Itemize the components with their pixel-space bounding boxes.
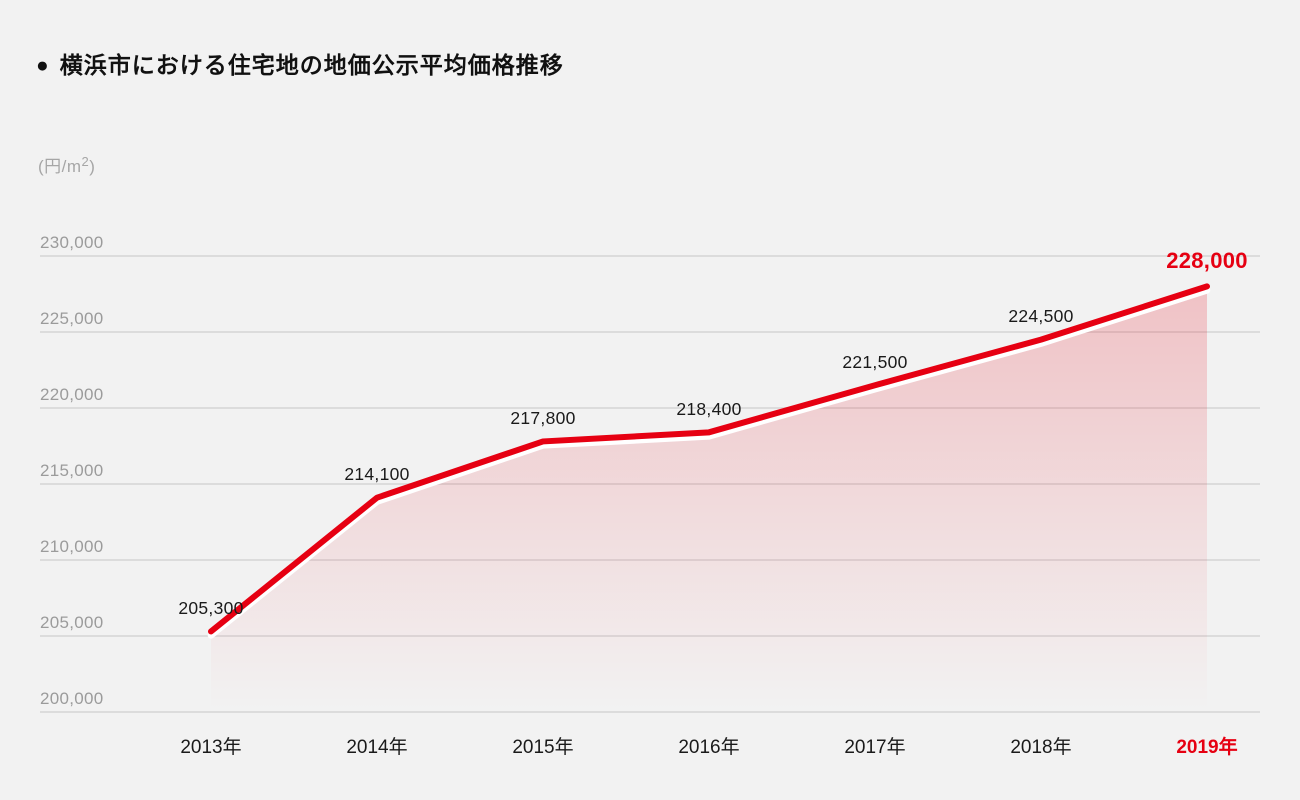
unit-prefix: (円/m bbox=[38, 157, 82, 176]
unit-superscript: 2 bbox=[81, 154, 90, 169]
data-point-value-label: 214,100 bbox=[344, 464, 410, 485]
y-axis-tick-label: 210,000 bbox=[40, 537, 104, 556]
x-axis-tick-label: 2018年 bbox=[1010, 737, 1072, 758]
x-axis-tick-label: 2015年 bbox=[512, 737, 574, 758]
y-axis-tick-label: 230,000 bbox=[40, 233, 104, 252]
data-point-value-label: 217,800 bbox=[510, 407, 576, 428]
y-axis-unit-label: (円/m2) bbox=[38, 152, 95, 177]
data-point-value-label: 224,500 bbox=[1008, 306, 1074, 327]
data-point-value-label: 228,000 bbox=[1166, 248, 1248, 274]
x-axis-tick-label: 2013年 bbox=[180, 737, 242, 758]
y-axis-tick-label: 220,000 bbox=[40, 385, 104, 404]
chart-title-text: 横浜市における住宅地の地価公示平均価格推移 bbox=[59, 52, 564, 78]
unit-suffix: ) bbox=[89, 157, 96, 176]
data-point-value-label: 218,400 bbox=[676, 398, 742, 419]
area-fill bbox=[211, 286, 1207, 712]
x-axis-tick-label: 2019年 bbox=[1176, 737, 1238, 758]
x-axis-tick-label: 2016年 bbox=[678, 737, 740, 758]
x-axis-tick-label: 2014年 bbox=[346, 737, 408, 758]
x-axis-tick-label: 2017年 bbox=[844, 737, 906, 758]
data-point-value-label: 205,300 bbox=[178, 597, 244, 618]
y-axis-tick-label: 215,000 bbox=[40, 461, 104, 480]
y-axis-tick-label: 200,000 bbox=[40, 689, 104, 708]
line-white-understroke bbox=[207, 287, 1211, 639]
data-point-value-label: 221,500 bbox=[842, 351, 908, 372]
title-bullet-icon: ● bbox=[36, 54, 50, 77]
price-trend-line bbox=[208, 283, 1210, 635]
y-axis-tick-label: 205,000 bbox=[40, 613, 104, 632]
y-axis-tick-label: 225,000 bbox=[40, 309, 104, 328]
chart-title: ● 横浜市における住宅地の地価公示平均価格推移 bbox=[36, 46, 564, 80]
